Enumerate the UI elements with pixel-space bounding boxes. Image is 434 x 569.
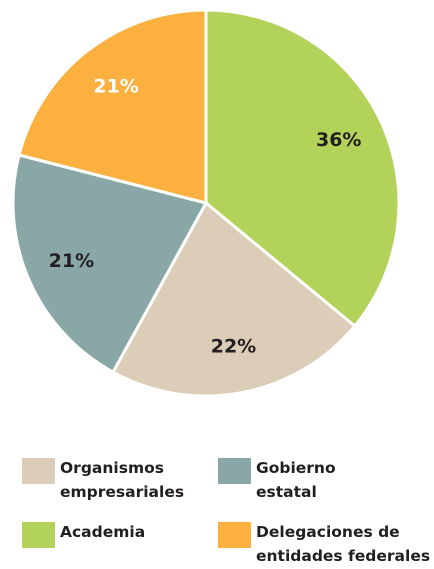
legend-label: Delegaciones de entidades federales bbox=[256, 523, 431, 565]
legend-swatch bbox=[22, 458, 55, 484]
legend-label: Organismos empresariales bbox=[60, 459, 185, 501]
pie-slice bbox=[11, 153, 209, 375]
legend-label: Academia bbox=[60, 523, 146, 541]
pie-chart: 36% 22% 21% 21% bbox=[11, 8, 401, 398]
legend-swatch bbox=[218, 458, 251, 484]
pie-slice bbox=[204, 8, 401, 329]
pie-slice bbox=[110, 200, 357, 398]
pie-slice bbox=[17, 8, 208, 205]
legend-label: Gobierno estatal bbox=[256, 459, 336, 501]
legend-swatch bbox=[22, 522, 55, 548]
legend-swatch bbox=[218, 522, 251, 548]
slice-label: 21% bbox=[93, 76, 138, 98]
slice-label: 36% bbox=[316, 129, 361, 151]
slice-label: 22% bbox=[211, 336, 256, 358]
slice-label: 21% bbox=[49, 250, 94, 272]
